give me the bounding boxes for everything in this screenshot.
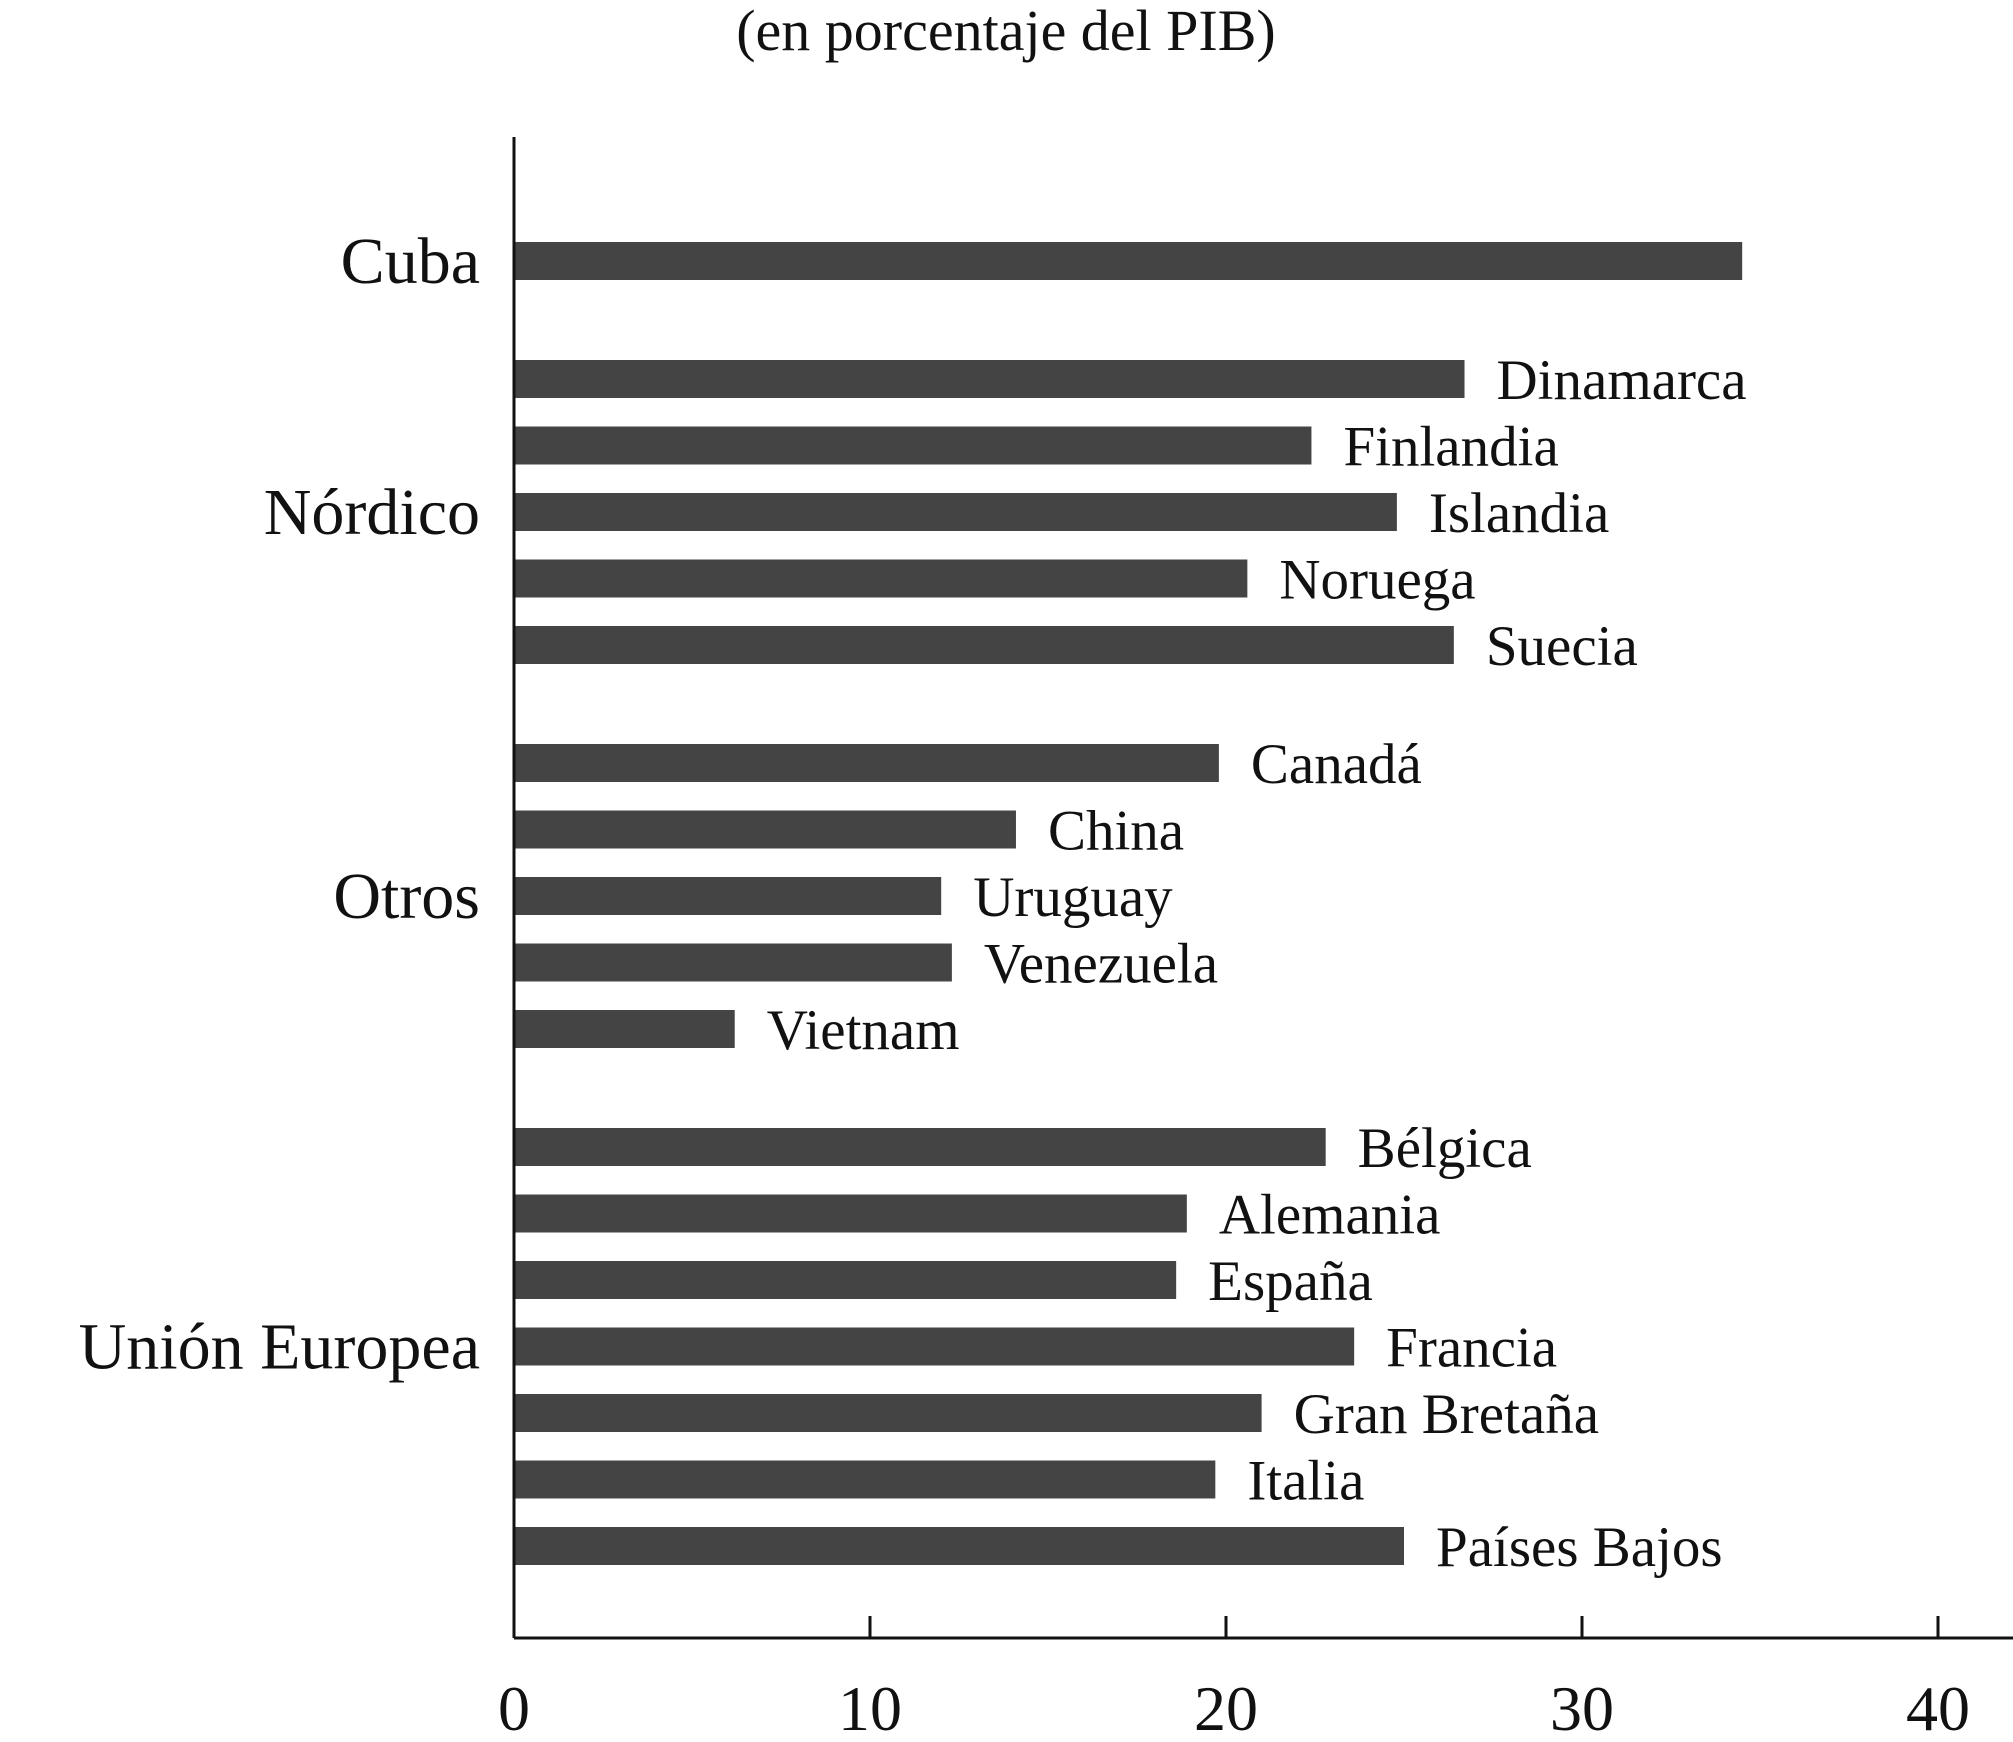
bar-bélgica xyxy=(514,1128,1326,1166)
group-labels-layer: Cuba Nórdico Otros Unión Europea xyxy=(79,225,480,1384)
axis-layer: 0 10 20 30 40 xyxy=(498,137,2013,1742)
bar-label: China xyxy=(1048,800,1184,863)
bar-label: Uruguay xyxy=(973,866,1173,929)
bar-venezuela xyxy=(514,943,952,982)
bar-alemania xyxy=(514,1194,1187,1233)
bar-label: Gran Bretaña xyxy=(1294,1383,1599,1446)
bar-finlandia xyxy=(514,426,1312,465)
group-label: Otros xyxy=(333,860,480,933)
bar-label: Bélgica xyxy=(1358,1117,1532,1180)
bar-label: Suecia xyxy=(1486,615,1638,678)
bar-canadá xyxy=(514,744,1219,782)
bar-label: España xyxy=(1208,1250,1373,1313)
bar-label: Venezuela xyxy=(984,933,1218,996)
x-tick-label: 30 xyxy=(1550,1673,1614,1742)
bar-label: Noruega xyxy=(1279,549,1475,612)
group-label: Nórdico xyxy=(264,476,480,549)
bar-label: Vietnam xyxy=(767,999,960,1062)
bar-españa xyxy=(514,1261,1177,1299)
bar-label: Finlandia xyxy=(1343,416,1558,479)
bar-islandia xyxy=(514,493,1397,531)
bar-uruguay xyxy=(514,877,942,915)
bar-label: Dinamarca xyxy=(1497,349,1747,412)
bar-francia xyxy=(514,1327,1355,1366)
bar-noruega xyxy=(514,559,1248,598)
bar-label: Países Bajos xyxy=(1436,1516,1723,1579)
x-tick-label: 10 xyxy=(838,1673,902,1742)
bar-gran-bretaña xyxy=(514,1394,1262,1432)
bar-label: Alemania xyxy=(1219,1184,1441,1247)
bar-países-bajos xyxy=(514,1527,1404,1565)
x-tick-label: 0 xyxy=(498,1673,530,1742)
bar-suecia xyxy=(514,626,1454,664)
group-label: Cuba xyxy=(341,225,480,298)
bars-layer xyxy=(514,242,1743,1565)
x-tick-label: 20 xyxy=(1194,1673,1258,1742)
x-tick-label: 40 xyxy=(1906,1673,1970,1742)
bar-label: Italia xyxy=(1247,1450,1364,1513)
bar-china xyxy=(514,810,1016,849)
bar-cuba xyxy=(514,242,1743,280)
bar-label: Francia xyxy=(1386,1317,1557,1380)
bar-vietnam xyxy=(514,1010,735,1048)
bar-dinamarca xyxy=(514,360,1465,398)
bar-label: Islandia xyxy=(1429,482,1609,545)
group-label: Unión Europea xyxy=(79,1311,480,1384)
bar-italia xyxy=(514,1460,1216,1499)
bar-label: Canadá xyxy=(1251,733,1422,796)
chart-subtitle: (en porcentaje del PIB) xyxy=(736,0,1276,63)
